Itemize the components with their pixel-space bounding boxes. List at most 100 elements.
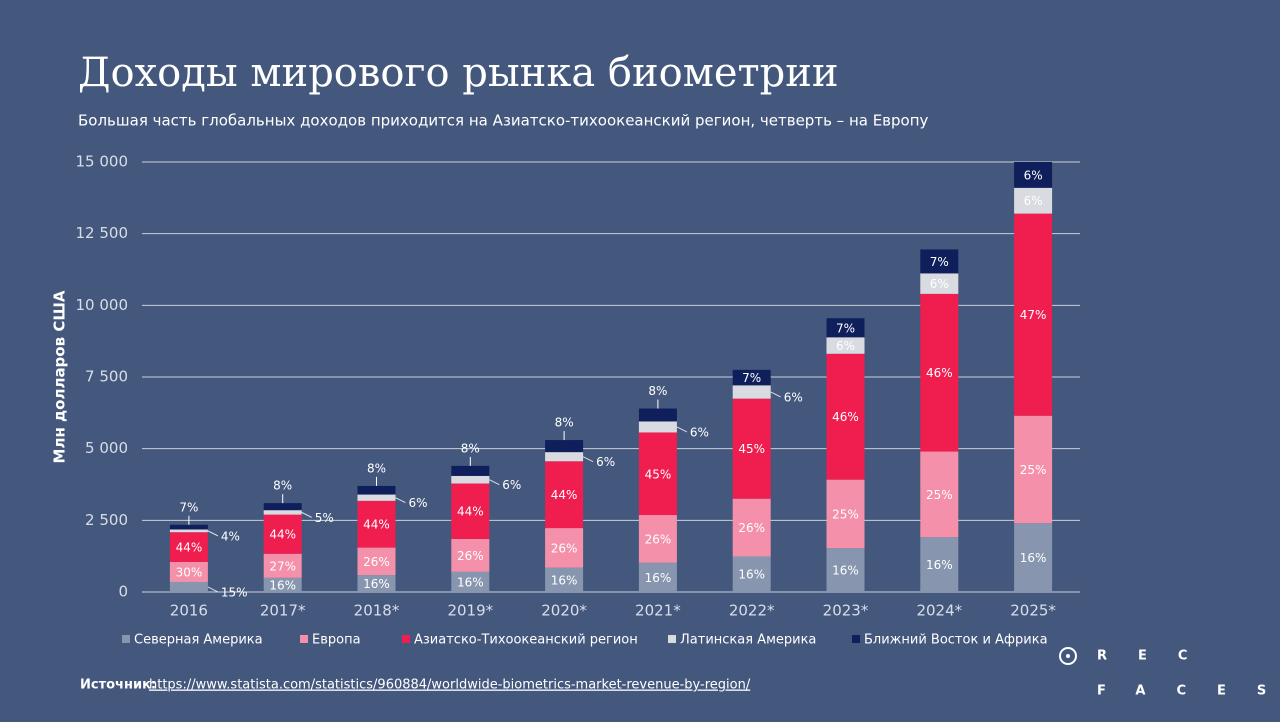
segment-label: 44% xyxy=(363,518,390,532)
segment-label: 6% xyxy=(690,425,709,439)
bar-segment xyxy=(1014,213,1053,416)
legend-swatch xyxy=(668,635,676,643)
segment-label: 7% xyxy=(179,500,198,514)
segment-label: 47% xyxy=(1020,308,1047,322)
logo-dot xyxy=(1066,654,1070,658)
legend-label: Северная Америка xyxy=(134,633,263,648)
x-tick-label: 2022* xyxy=(729,602,775,620)
logo-bottom: FACES xyxy=(1097,684,1280,699)
plot: 0 2 500 5 000 7 500 10 000 12 500 15 000 2016 15… xyxy=(76,153,1080,648)
label-leader xyxy=(676,426,688,433)
bar-segment xyxy=(732,398,771,499)
bar-segment xyxy=(732,556,771,592)
segment-label: 6% xyxy=(784,390,803,404)
source-label: Источник: xyxy=(80,678,156,693)
bar-segment xyxy=(451,465,490,476)
bar-segment xyxy=(638,421,677,433)
segment-label: 44% xyxy=(457,505,484,519)
x-tick-label: 2016 xyxy=(170,602,208,620)
logo-icon xyxy=(1059,647,1077,665)
bar-segment xyxy=(545,452,584,462)
bar-segment xyxy=(920,293,959,452)
label-leader xyxy=(582,456,594,463)
segment-label: 45% xyxy=(645,467,672,481)
bar-segment xyxy=(169,529,208,533)
bar-segment xyxy=(169,532,208,562)
segment-label: 8% xyxy=(461,441,480,455)
chart-title: Доходы мирового рынка биометрии xyxy=(78,50,839,96)
legend-label: Азиатско-Тихоокеанский регион xyxy=(414,633,638,648)
x-tick-label: 2019* xyxy=(447,602,493,620)
segment-label: 4% xyxy=(221,529,240,543)
legend-label: Ближний Восток и Африка xyxy=(864,633,1048,648)
bar-segment xyxy=(263,514,302,554)
bar-segment xyxy=(169,561,208,582)
bar-segment xyxy=(451,475,490,484)
source-link[interactable]: https://www.statista.com/statistics/9608… xyxy=(149,678,751,693)
segment-label: 26% xyxy=(551,541,578,555)
bar-segment xyxy=(638,562,677,592)
legend-label: Европа xyxy=(312,633,361,648)
logo-top: REC xyxy=(1097,649,1218,664)
bar-segment xyxy=(732,498,771,557)
label-leader xyxy=(207,530,219,537)
bar-segment xyxy=(169,581,208,592)
bar-segment xyxy=(357,500,396,548)
label-leader xyxy=(770,391,781,398)
y-tick-label: 15 000 xyxy=(76,153,129,171)
y-tick-label: 2 500 xyxy=(85,511,128,529)
bar-segment xyxy=(545,461,584,529)
bar-segment xyxy=(357,494,396,501)
segment-label: 16% xyxy=(832,564,859,578)
bar-segment xyxy=(920,273,959,294)
segment-label: 6% xyxy=(1024,194,1043,208)
bar-segment xyxy=(826,479,865,549)
segment-label: 25% xyxy=(926,488,953,502)
segment-label: 44% xyxy=(551,488,578,502)
segment-label: 16% xyxy=(738,568,765,582)
segment-label: 25% xyxy=(1020,463,1047,477)
x-tick-label: 2025* xyxy=(1010,602,1056,620)
segment-label: 25% xyxy=(832,507,859,521)
label-leader xyxy=(301,511,312,518)
segment-label: 30% xyxy=(176,565,203,579)
segment-label: 16% xyxy=(645,571,672,585)
bar-segment xyxy=(826,318,865,338)
bar-segment xyxy=(732,385,771,399)
bar-segment xyxy=(545,440,584,453)
bar-segment xyxy=(826,337,865,354)
segment-label: 16% xyxy=(1020,551,1047,565)
bar-segment xyxy=(638,408,677,422)
segment-label: 5% xyxy=(315,511,334,525)
segment-label: 26% xyxy=(645,532,672,546)
segment-label: 27% xyxy=(269,559,296,573)
segment-label: 8% xyxy=(648,384,667,398)
segment-label: 26% xyxy=(457,549,484,563)
bar-segment xyxy=(263,510,302,515)
bar-segment xyxy=(451,483,490,539)
bar-segment xyxy=(263,553,302,578)
x-tick-label: 2020* xyxy=(541,602,587,620)
y-tick-label: 10 000 xyxy=(76,296,129,314)
segment-label: 6% xyxy=(836,339,855,353)
segment-label: 7% xyxy=(836,321,855,335)
bar-segment xyxy=(920,249,959,274)
bar-segment xyxy=(357,575,396,592)
segment-label: 6% xyxy=(409,496,428,510)
bar-segment xyxy=(545,528,584,568)
y-axis-label: Млн долларов США xyxy=(51,290,69,463)
legend-swatch xyxy=(402,635,410,643)
x-tick-label: 2021* xyxy=(635,602,681,620)
bar-segment xyxy=(263,503,302,511)
label-leader xyxy=(489,479,500,486)
bar-segment xyxy=(1014,162,1053,188)
x-tick-label: 2024* xyxy=(916,602,962,620)
bar-segment xyxy=(357,547,396,576)
legend-swatch xyxy=(852,635,860,643)
segment-label: 16% xyxy=(457,575,484,589)
bar-segment xyxy=(451,538,490,572)
segment-label: 15% xyxy=(221,585,248,599)
legend-label: Латинская Америка xyxy=(680,633,816,648)
bar-segment xyxy=(638,432,677,516)
segment-label: 16% xyxy=(926,558,953,572)
